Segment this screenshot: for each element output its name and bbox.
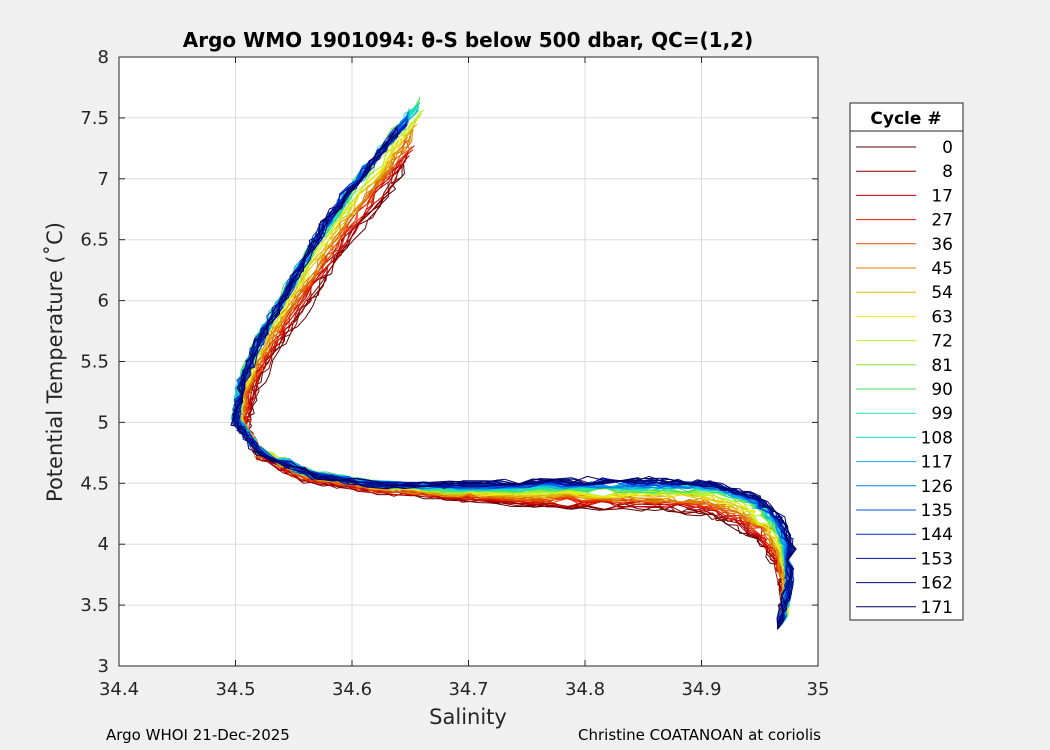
y-tick-label: 6 (98, 291, 109, 312)
legend-title: Cycle # (870, 109, 941, 129)
footer-left: Argo WHOI 21-Dec-2025 (106, 726, 290, 744)
x-tick-label: 34.9 (681, 679, 721, 700)
legend-entry-label: 45 (931, 259, 953, 279)
x-tick-label: 34.6 (332, 679, 372, 700)
legend-entry-label: 72 (931, 332, 953, 352)
legend-entry-label: 36 (931, 235, 953, 255)
x-axis-label: Salinity (429, 705, 507, 729)
legend-entry-label: 27 (931, 211, 953, 231)
y-tick-label: 4.5 (80, 473, 109, 494)
y-tick-label: 5.5 (80, 352, 109, 373)
y-tick-label: 7 (98, 169, 109, 190)
y-tick-label: 6.5 (80, 230, 109, 251)
legend-entry-label: 153 (921, 549, 953, 569)
legend-entry-label: 135 (921, 501, 953, 521)
series-group (230, 96, 797, 630)
profile-line (241, 146, 787, 624)
tick-group: 34.4 34.5 34.6 34.7 34.8 34.9 35 3 3.5 4 4.5 5 5.5 6 6… (80, 47, 829, 700)
legend-entry-label: 0 (942, 138, 953, 158)
legend-entry-label: 162 (921, 574, 953, 594)
profile-line (232, 122, 795, 629)
y-tick-label: 4 (98, 534, 109, 555)
x-tick-label: 34.5 (215, 679, 255, 700)
x-tick-label: 35 (807, 679, 830, 700)
footer-right: Christine COATANOAN at coriolis (578, 726, 821, 744)
legend-entry-label: 171 (921, 598, 953, 618)
legend: Cycle # 0 8 17 27 36 45 54 63 72 81 90 99 108 117 126 1… (849, 102, 964, 621)
y-axis-label: Potential Temperature (˚C) (43, 222, 67, 502)
chart-title: Argo WMO 1901094: θ-S below 500 dbar, QC… (183, 28, 753, 52)
legend-entry-label: 99 (931, 404, 953, 424)
legend-entry-label: 81 (931, 356, 953, 376)
y-tick-label: 3 (98, 656, 109, 677)
y-tick-label: 5 (98, 412, 109, 433)
legend-entry-label: 144 (921, 525, 953, 545)
legend-entry-label: 8 (942, 162, 953, 182)
legend-entry-label: 126 (921, 477, 953, 497)
legend-items: 0 8 17 27 36 45 54 63 72 81 90 99 108 117 126 135 144 153… (856, 138, 953, 618)
legend-entry-label: 17 (931, 186, 953, 206)
y-tick-label: 8 (98, 47, 109, 68)
y-tick-label: 3.5 (80, 595, 109, 616)
x-tick-label: 34.4 (99, 679, 139, 700)
profile-line (232, 132, 796, 630)
legend-entry-label: 90 (931, 380, 953, 400)
x-tick-label: 34.8 (565, 679, 605, 700)
x-tick-label: 34.7 (448, 679, 488, 700)
legend-entry-label: 108 (921, 428, 953, 448)
legend-entry-label: 117 (921, 453, 953, 473)
legend-entry-label: 63 (931, 307, 953, 327)
legend-entry-label: 54 (931, 283, 953, 303)
y-tick-label: 7.5 (80, 108, 109, 129)
